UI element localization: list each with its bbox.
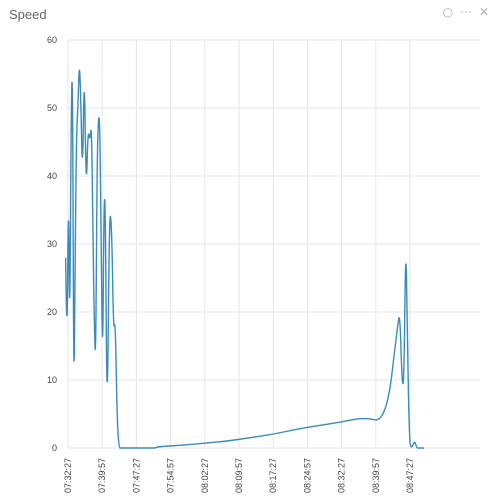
y-tick-label: 10 [47, 375, 57, 385]
x-tick-label: 07:54:57 [166, 458, 176, 493]
x-tick-label: 08:32:27 [337, 458, 347, 493]
y-tick-label: 0 [52, 443, 57, 453]
y-tick-label: 30 [47, 239, 57, 249]
x-tick-label: 08:02:27 [200, 458, 210, 493]
y-tick-label: 50 [47, 103, 57, 113]
x-tick-label: 08:24:57 [302, 458, 312, 493]
x-tick-label: 08:17:27 [268, 458, 278, 493]
x-tick-label: 07:32:27 [63, 458, 73, 493]
close-icon[interactable]: ✕ [478, 5, 490, 19]
y-tick-label: 40 [47, 171, 57, 181]
x-tick-label: 08:39:57 [371, 458, 381, 493]
x-tick-label: 08:47:27 [405, 458, 415, 493]
y-tick-label: 60 [47, 35, 57, 45]
x-tick-label: 07:39:57 [97, 458, 107, 493]
circle-icon[interactable]: ○ [442, 5, 454, 19]
y-tick-label: 20 [47, 307, 57, 317]
widget-title: Speed [9, 7, 47, 22]
x-tick-label: 08:09:57 [234, 458, 244, 493]
speed-series-line [64, 69, 424, 449]
more-icon[interactable]: ⋯ [460, 5, 472, 19]
x-tick-label: 07:47:27 [131, 458, 141, 493]
widget-controls: ○ ⋯ ✕ [442, 6, 490, 18]
